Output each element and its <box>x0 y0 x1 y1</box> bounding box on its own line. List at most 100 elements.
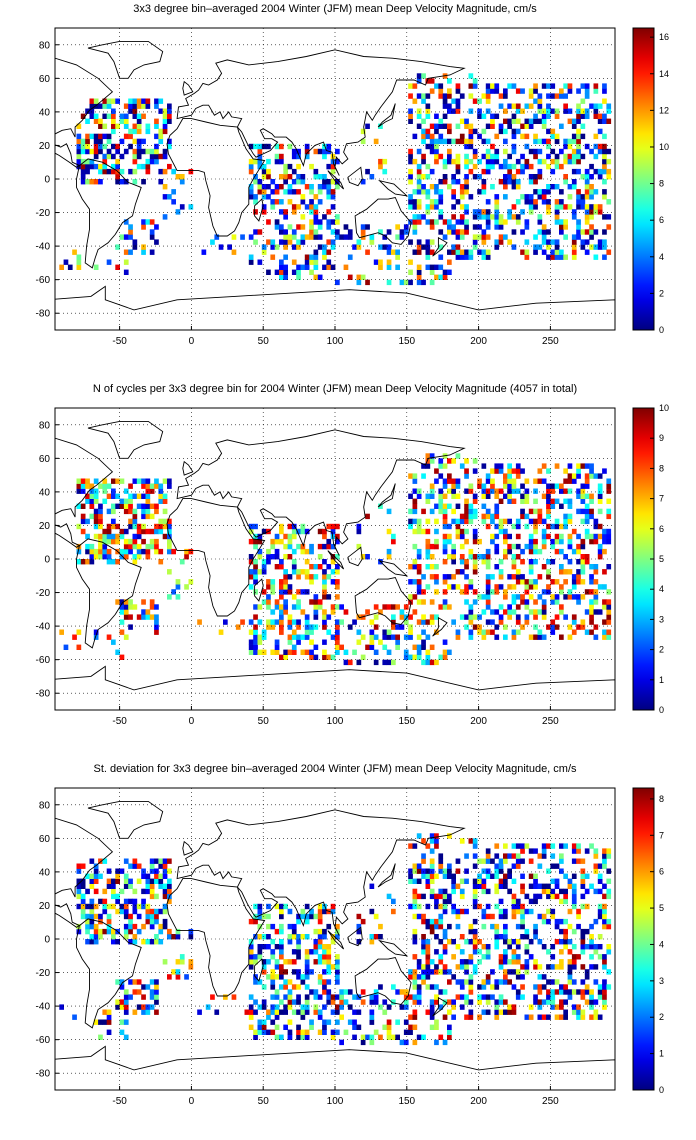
data-cell <box>123 118 129 124</box>
data-cell <box>597 143 603 150</box>
data-cell <box>322 543 327 550</box>
data-cell <box>576 624 581 630</box>
data-cell <box>313 564 319 570</box>
data-cell <box>503 138 508 145</box>
data-cell <box>283 264 288 270</box>
data-cell <box>425 564 431 570</box>
data-cell <box>606 214 612 220</box>
data-cell <box>593 1014 599 1020</box>
data-cell <box>317 918 323 925</box>
data-cell <box>162 523 168 530</box>
data-cell <box>149 158 155 165</box>
data-cell <box>520 548 525 555</box>
data-cell <box>429 888 435 895</box>
data-cell <box>141 1004 146 1010</box>
data-cell <box>128 128 133 135</box>
data-cell <box>421 964 426 970</box>
data-cell <box>76 868 82 874</box>
data-cell <box>468 1009 474 1015</box>
data-cell <box>515 214 521 220</box>
data-cell <box>559 589 564 595</box>
data-cell <box>304 918 310 925</box>
data-cell <box>429 614 435 620</box>
data-cell <box>408 269 413 275</box>
data-cell <box>584 528 590 535</box>
coastline <box>166 498 266 617</box>
data-cell <box>524 103 530 109</box>
data-cell <box>429 508 435 515</box>
data-cell <box>412 189 418 195</box>
data-cell <box>408 518 413 525</box>
data-cell <box>416 994 422 1000</box>
data-cell <box>309 908 314 915</box>
data-cell <box>459 984 465 990</box>
data-cell <box>322 559 327 565</box>
data-cell <box>300 609 306 615</box>
data-cell <box>576 923 581 930</box>
data-cell <box>580 883 586 889</box>
data-cell <box>421 189 426 195</box>
data-cell <box>455 168 461 175</box>
data-cell <box>270 923 276 930</box>
data-cell <box>589 513 594 520</box>
data-cell <box>98 133 103 140</box>
data-cell <box>123 913 129 920</box>
data-cell <box>145 554 151 560</box>
data-cell <box>494 543 500 550</box>
data-cell <box>154 548 159 555</box>
data-cell <box>498 908 504 915</box>
data-cell <box>571 244 577 250</box>
data-cell <box>102 488 108 494</box>
data-cell <box>567 538 573 545</box>
data-cell <box>283 229 288 235</box>
data-cell <box>498 179 504 185</box>
data-cell <box>158 878 164 884</box>
data-cell <box>494 244 500 250</box>
data-cell <box>597 888 603 895</box>
data-cell <box>240 619 245 625</box>
data-cell <box>386 634 392 640</box>
data-cell <box>554 923 560 930</box>
data-cell <box>597 128 603 135</box>
data-cell <box>360 999 366 1005</box>
data-cell <box>442 639 448 645</box>
data-cell <box>494 853 500 859</box>
data-cell <box>136 478 142 484</box>
data-cell <box>567 964 573 970</box>
data-cell <box>563 224 568 230</box>
data-cell <box>279 913 284 920</box>
data-cell <box>537 244 543 250</box>
data-cell <box>576 189 581 195</box>
data-cell <box>248 644 254 650</box>
data-cell <box>511 478 517 484</box>
data-cell <box>287 543 293 550</box>
data-cell <box>85 163 90 170</box>
data-cell <box>503 883 508 889</box>
data-cell <box>550 543 556 550</box>
data-cell <box>403 1019 409 1025</box>
data-cell <box>421 868 426 874</box>
data-cell <box>571 148 577 155</box>
data-cell <box>451 229 456 235</box>
data-cell <box>248 143 254 150</box>
data-cell <box>455 584 461 590</box>
data-cell <box>123 898 129 905</box>
data-cell <box>447 554 452 560</box>
data-cell <box>602 153 607 160</box>
data-cell <box>503 949 508 955</box>
data-cell <box>248 1024 254 1030</box>
data-cell <box>296 599 301 605</box>
data-cell <box>257 913 263 920</box>
data-cell <box>322 1004 327 1010</box>
data-cell <box>580 949 586 955</box>
coastline <box>55 665 615 710</box>
data-cell <box>515 488 521 494</box>
data-cell <box>494 944 500 950</box>
data-cell <box>279 589 284 595</box>
data-cell <box>494 83 500 89</box>
data-cell <box>584 508 590 515</box>
data-cell <box>296 153 301 160</box>
data-cell <box>274 224 280 230</box>
data-cell <box>287 624 293 630</box>
data-cell <box>416 108 422 114</box>
